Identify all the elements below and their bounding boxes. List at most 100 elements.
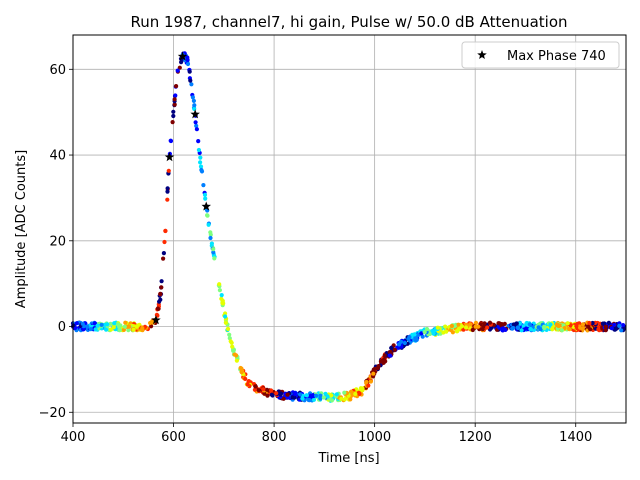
- phase-sample-point: [413, 338, 418, 343]
- phase-sample-point: [220, 298, 225, 303]
- phase-sample-point: [444, 329, 449, 334]
- phase-sample-point: [112, 321, 117, 326]
- phase-sample-point: [382, 357, 387, 362]
- phase-sample-point: [419, 331, 424, 336]
- phase-sample-point: [621, 323, 626, 328]
- phase-sample-point: [334, 392, 339, 397]
- phase-sample-point: [198, 155, 203, 160]
- phase-sample-point: [619, 328, 624, 333]
- phase-sample-point: [243, 376, 248, 381]
- phase-sample-point: [435, 325, 440, 330]
- phase-sample-point: [171, 113, 176, 119]
- legend: Max Phase 740: [461, 41, 620, 69]
- phase-sample-point: [308, 393, 313, 398]
- max-phase-star-point: [201, 201, 211, 211]
- phase-sample-point: [602, 321, 607, 326]
- phase-sample-point: [298, 392, 303, 397]
- phase-sample-point: [208, 232, 213, 237]
- phase-sample-point: [165, 197, 170, 202]
- phase-sample-point: [349, 389, 354, 394]
- phase-sample-point: [192, 103, 197, 108]
- x-tick-label: 1200: [459, 430, 492, 445]
- phase-sample-point: [88, 327, 93, 332]
- phase-sample-point: [487, 320, 493, 325]
- y-tick-label: 20: [49, 234, 66, 249]
- phase-sample-point: [99, 322, 104, 327]
- y-tick-label: 0: [58, 320, 66, 335]
- phase-sample-point: [131, 327, 136, 332]
- phase-sample-point: [580, 322, 586, 327]
- phase-sample-point: [555, 322, 560, 327]
- x-axis-label: Time [ns]: [317, 451, 379, 466]
- phase-sample-point: [198, 164, 204, 169]
- phase-sample-point: [339, 396, 344, 401]
- phase-sample-point: [187, 69, 192, 74]
- phase-sample-point: [463, 325, 469, 330]
- phase-sample-point: [154, 312, 159, 317]
- phase-sample-point: [455, 329, 460, 334]
- y-tick-label: 40: [49, 149, 66, 164]
- phase-sample-point: [536, 325, 541, 330]
- phase-sample-point: [228, 339, 233, 344]
- phase-sample-point: [321, 395, 326, 400]
- phase-sample-point: [206, 222, 211, 227]
- phase-sample-point: [158, 291, 163, 296]
- phase-sample-point: [127, 324, 132, 329]
- phase-sample-point: [588, 327, 593, 332]
- phase-sample-point: [117, 328, 122, 333]
- max-phase-star-point: [151, 315, 161, 325]
- phase-sample-point: [149, 324, 154, 329]
- phase-sample-point: [470, 327, 475, 333]
- phase-sample-point: [364, 379, 369, 385]
- phase-sample-point: [193, 120, 198, 125]
- phase-sample-point: [485, 325, 490, 330]
- phase-sample-point: [514, 321, 519, 326]
- x-tick-label: 600: [161, 430, 186, 445]
- phase-sample-point: [357, 391, 362, 396]
- phase-sample-point: [565, 321, 570, 326]
- phase-sample-point: [158, 297, 163, 302]
- phase-sample-point: [497, 321, 502, 326]
- phase-sample-point: [274, 391, 279, 396]
- phase-sample-point: [342, 397, 347, 402]
- phase-sample-point: [366, 383, 371, 388]
- phase-sample-point: [74, 321, 79, 326]
- phase-sample-point: [201, 183, 206, 188]
- phase-sample-point: [192, 106, 197, 111]
- phase-sample-point: [188, 78, 193, 83]
- phase-sample-point: [252, 387, 257, 392]
- phase-sample-point: [165, 189, 170, 194]
- phase-sample-point: [456, 322, 461, 327]
- phase-sample-point: [225, 326, 231, 331]
- y-tick-label: −20: [39, 406, 66, 421]
- phase-sample-point: [163, 228, 168, 234]
- phase-sample-point: [223, 314, 228, 319]
- phase-sample-point: [359, 387, 364, 392]
- phase-sample-point: [170, 120, 175, 125]
- phase-sample-point: [264, 387, 270, 392]
- phase-sample-point: [148, 320, 153, 326]
- phase-sample-point: [353, 391, 358, 397]
- phase-sample-point: [202, 192, 208, 197]
- max-phase-series: [151, 51, 211, 325]
- phase-sample-point: [177, 65, 182, 70]
- legend-star-marker: [477, 50, 487, 59]
- phase-sample-point: [185, 55, 190, 60]
- phase-sample-point: [227, 332, 232, 337]
- phase-sample-point: [510, 326, 515, 331]
- y-tick-label: 60: [49, 63, 66, 78]
- phase-sample-point: [104, 327, 109, 332]
- phase-sample-point: [140, 326, 145, 331]
- phase-sample-point: [590, 320, 595, 326]
- phase-sample-point: [502, 321, 507, 326]
- phase-sample-point: [168, 138, 173, 143]
- chart-title: Run 1987, channel7, hi gain, Pulse w/ 50…: [130, 13, 567, 31]
- phase-sample-point: [424, 326, 430, 332]
- phase-sample-point: [159, 279, 164, 284]
- phase-sample-point: [211, 250, 216, 255]
- phase-sample-point: [428, 331, 433, 336]
- phase-sample-point: [108, 321, 113, 326]
- phase-sample-point: [314, 393, 319, 398]
- phase-sample-point: [245, 382, 250, 387]
